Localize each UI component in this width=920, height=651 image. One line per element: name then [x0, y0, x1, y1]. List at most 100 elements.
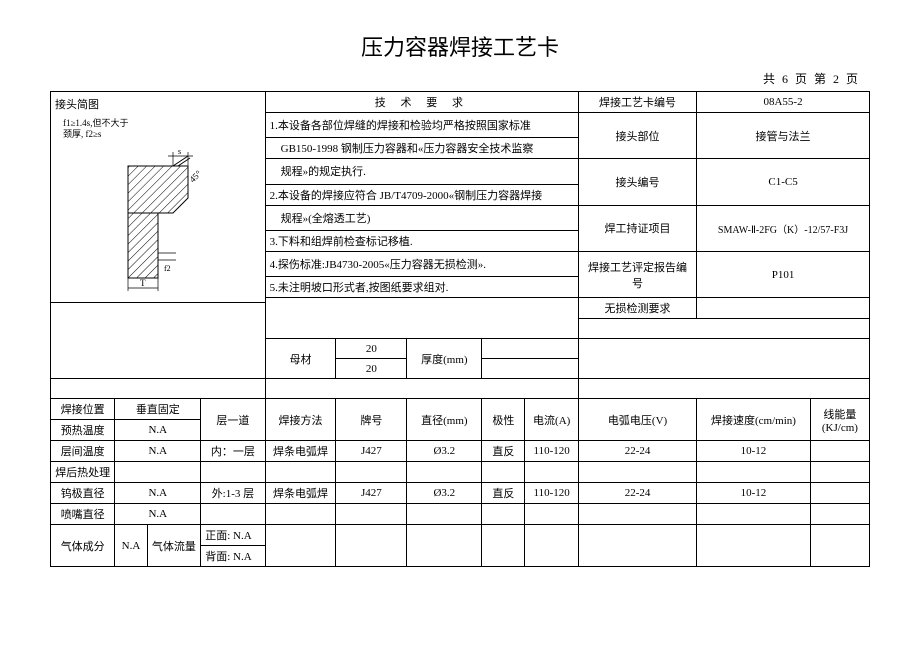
info-k1: 焊接工艺卡编号	[579, 92, 697, 113]
spacer-l	[51, 379, 266, 399]
doc-title: 压力容器焊接工艺卡	[50, 30, 870, 62]
bl-f	[525, 504, 579, 525]
blank-b	[265, 462, 336, 483]
d2c4: 直反	[482, 483, 525, 504]
r5k: 钨极直径	[51, 483, 115, 504]
d1c2: J427	[336, 441, 407, 462]
info-k3: 接头编号	[579, 159, 697, 205]
info-k6: 无损检测要求	[579, 298, 697, 319]
layer1: 内：一层	[201, 441, 265, 462]
diagram-note2: 颈厚, f2≥s	[63, 129, 261, 140]
mother-v2: 20	[336, 359, 407, 379]
r7k: 气体成分	[51, 525, 115, 567]
bl-h	[697, 504, 811, 525]
req-header: 技 术 要 求	[265, 92, 578, 113]
svg-text:s: s	[178, 148, 181, 156]
blank-c	[336, 462, 407, 483]
info-k5: 焊接工艺评定报告编号	[579, 251, 697, 297]
bl2-h	[697, 525, 811, 567]
diagram-cell: 接头简图 f1≥1.4s,但不大于 颈厚, f2≥s 45° f2 T s	[51, 92, 266, 303]
layer-header: 层一道	[201, 399, 265, 441]
r4v	[115, 462, 201, 483]
d1c3: Ø3.2	[407, 441, 482, 462]
req-2: 2.本设备的焊接应符合 JB/T4709-2000«钢制压力容器焊接	[265, 184, 578, 205]
r3k: 层间温度	[51, 441, 115, 462]
bl2-d	[407, 525, 482, 567]
bl2-g	[579, 525, 697, 567]
d2c5: 110-120	[525, 483, 579, 504]
bl2-c	[336, 525, 407, 567]
d2c6: 22-24	[579, 483, 697, 504]
th2: 牌号	[336, 399, 407, 441]
req-4: 4.探伤标准:JB4730-2005«压力容器无损检测».	[265, 251, 578, 276]
svg-text:T: T	[140, 278, 146, 288]
diagram-note1: f1≥1.4s,但不大于	[63, 118, 261, 129]
d2c2: J427	[336, 483, 407, 504]
r4k: 焊后热处理	[51, 462, 115, 483]
thk-v1	[482, 339, 579, 359]
r6v: N.A	[115, 504, 201, 525]
bl2-i	[810, 525, 869, 567]
info-k4: 焊工持证项目	[579, 205, 697, 251]
req-5: 5.未注明坡口形式者,按图纸要求组对.	[265, 277, 578, 298]
r1v: 垂直固定	[115, 399, 201, 420]
spacer-m	[265, 379, 578, 399]
bl2-e	[482, 525, 525, 567]
thk-v2	[482, 359, 579, 379]
bl2-f	[525, 525, 579, 567]
d2c1: 焊条电弧焊	[265, 483, 336, 504]
joint-diagram-icon: 45° f2 T s	[88, 148, 228, 298]
d1c7: 10-12	[697, 441, 811, 462]
blank-d	[407, 462, 482, 483]
blank-a	[201, 462, 265, 483]
r7v: N.A	[115, 525, 147, 567]
req-2b: 规程»(全熔透工艺)	[265, 205, 578, 230]
face1: 正面: N.A	[201, 525, 265, 546]
r6k: 喷嘴直径	[51, 504, 115, 525]
d2c3: Ø3.2	[407, 483, 482, 504]
r2k: 预热温度	[51, 420, 115, 441]
info-v5: P101	[697, 251, 870, 297]
bl-e	[482, 504, 525, 525]
d1c1: 焊条电弧焊	[265, 441, 336, 462]
info-v1: 08A55-2	[697, 92, 870, 113]
mother-v1: 20	[336, 339, 407, 359]
th1: 焊接方法	[265, 399, 336, 441]
blank-req	[265, 298, 578, 339]
bl2-b	[265, 525, 336, 567]
r2v: N.A	[115, 420, 201, 441]
req-1c: 规程»的规定执行.	[265, 159, 578, 184]
th5: 电流(A)	[525, 399, 579, 441]
d1c5: 110-120	[525, 441, 579, 462]
blank-mid	[579, 339, 870, 379]
thk-label: 厚度(mm)	[407, 339, 482, 379]
th6: 电弧电压(V)	[579, 399, 697, 441]
blank-f	[525, 462, 579, 483]
th7: 焊接速度(cm/min)	[697, 399, 811, 441]
bl-d	[407, 504, 482, 525]
bl-a	[201, 504, 265, 525]
info-v2: 接管与法兰	[697, 113, 870, 159]
face2: 背面: N.A	[201, 546, 265, 567]
main-table: 接头简图 f1≥1.4s,但不大于 颈厚, f2≥s 45° f2 T s	[50, 91, 870, 567]
mother-label: 母材	[265, 339, 336, 379]
d1c4: 直反	[482, 441, 525, 462]
d1c8	[810, 441, 869, 462]
svg-text:45°: 45°	[187, 168, 203, 184]
d2c7: 10-12	[697, 483, 811, 504]
th8: 线能量(KJ/cm)	[810, 399, 869, 441]
req-1: 1.本设备各部位焊缝的焊接和检验均严格按照国家标准	[265, 113, 578, 138]
d1c6: 22-24	[579, 441, 697, 462]
info-v3: C1-C5	[697, 159, 870, 205]
layer2: 外:1-3 层	[201, 483, 265, 504]
blank-g	[579, 462, 697, 483]
blank-row	[579, 319, 870, 339]
blank-h	[697, 462, 811, 483]
r5v: N.A	[115, 483, 201, 504]
spacer-r	[579, 379, 870, 399]
r1k: 焊接位置	[51, 399, 115, 420]
bl-g	[579, 504, 697, 525]
svg-text:f2: f2	[164, 264, 171, 273]
diagram-header: 接头简图	[55, 96, 261, 112]
th4: 极性	[482, 399, 525, 441]
